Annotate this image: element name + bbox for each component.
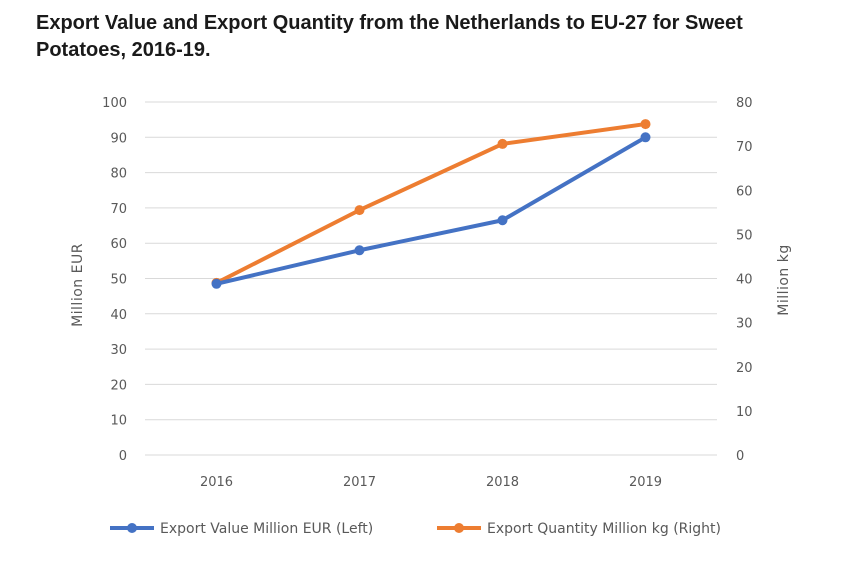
x-tick-label: 2019: [629, 475, 662, 490]
legend-swatch-marker: [454, 523, 464, 533]
x-axis-ticks: 2016 2017 2018 2019: [200, 475, 662, 490]
right-tick-label: 30: [736, 317, 753, 332]
right-tick-label: 10: [736, 405, 753, 420]
left-tick-label: 90: [110, 131, 127, 146]
right-tick-label: 50: [736, 228, 753, 243]
right-axis-title: Million kg: [776, 244, 792, 316]
chart-title: Export Value and Export Quantity from th…: [36, 12, 743, 61]
left-tick-label: 30: [110, 343, 127, 358]
x-tick-label: 2016: [200, 475, 233, 490]
left-tick-label: 20: [110, 378, 127, 393]
left-tick-label: 70: [110, 202, 127, 217]
left-tick-label: 80: [110, 167, 127, 182]
series-line-export-quantity: [214, 122, 648, 285]
data-point-export-quantity: [354, 205, 365, 216]
right-tick-label: 0: [736, 449, 744, 464]
series-layer: [211, 119, 651, 289]
left-axis-ticks: 0 10 20 30 40 50 60 70 80 90 100: [102, 96, 127, 464]
data-point-export-quantity: [640, 119, 651, 130]
left-axis-title: Million EUR: [70, 243, 86, 327]
data-point-export-value: [354, 245, 365, 256]
legend: Export Value Million EUR (Left) Export Qu…: [110, 521, 721, 537]
right-tick-label: 20: [736, 361, 753, 376]
right-tick-label: 70: [736, 140, 753, 155]
legend-label: Export Value Million EUR (Left): [160, 521, 373, 537]
left-tick-label: 40: [110, 308, 127, 323]
x-tick-label: 2018: [486, 475, 519, 490]
right-tick-label: 40: [736, 273, 753, 288]
legend-swatch-marker: [127, 523, 137, 533]
data-point-export-value: [497, 215, 508, 226]
left-tick-label: 100: [102, 96, 127, 111]
x-tick-label: 2017: [343, 475, 376, 490]
left-tick-label: 10: [110, 414, 127, 429]
data-point-export-quantity: [497, 138, 508, 149]
right-axis-ticks: 0 10 20 30 40 50 60 70 80: [736, 96, 753, 464]
left-tick-label: 0: [119, 449, 127, 464]
gridlines: [145, 101, 717, 456]
data-point-export-value: [640, 132, 651, 143]
right-tick-label: 80: [736, 96, 753, 111]
left-tick-label: 50: [110, 273, 127, 288]
right-tick-label: 60: [736, 184, 753, 199]
data-point-export-value: [211, 278, 222, 289]
legend-label: Export Quantity Million kg (Right): [487, 521, 721, 537]
left-tick-label: 60: [110, 237, 127, 252]
series-line-export-value: [214, 135, 648, 286]
